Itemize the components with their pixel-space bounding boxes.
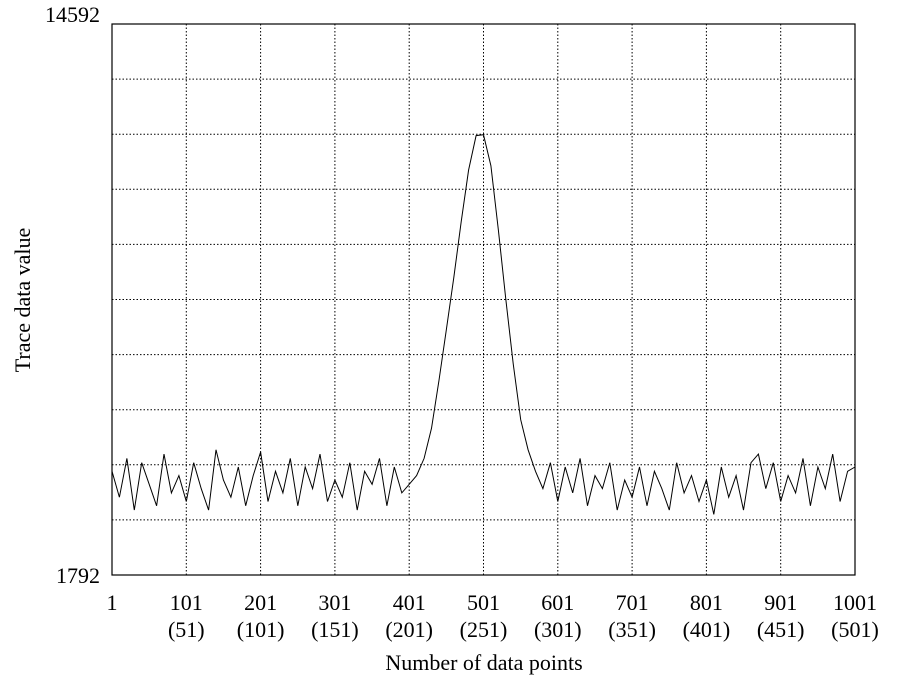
x-tick-label: 601	[541, 590, 574, 615]
x-tick-label: 801	[690, 590, 723, 615]
x-tick-labels: 1 101(51) 201(101) 301(151) 401(201) 501(251)…	[107, 590, 879, 642]
x-tick-sublabel: (201)	[385, 617, 433, 642]
x-tick-sublabel: (351)	[608, 617, 656, 642]
x-tick-label: 501	[467, 590, 500, 615]
x-tick-sublabel: (251)	[460, 617, 508, 642]
x-tick-sublabel: (151)	[311, 617, 359, 642]
x-tick-label: 1	[107, 590, 118, 615]
trace-series-line	[111, 134, 856, 515]
x-tick-sublabel: (101)	[237, 617, 285, 642]
x-tick-label: 901	[764, 590, 797, 615]
x-tick-sublabel: (51)	[168, 617, 205, 642]
grid-lines	[112, 24, 855, 575]
y-axis-title: Trace data value	[10, 228, 35, 373]
y-tick-label: 14592	[45, 2, 100, 27]
x-tick-label: 101	[170, 590, 203, 615]
x-tick-sublabel: (301)	[534, 617, 582, 642]
y-tick-label: 1792	[56, 563, 100, 588]
x-tick-label: 701	[616, 590, 649, 615]
x-tick-sublabel: (401)	[683, 617, 731, 642]
plot-frame	[111, 23, 856, 576]
x-tick-label: 301	[318, 590, 351, 615]
x-axis-title: Number of data points	[385, 650, 582, 675]
x-tick-label: 1001	[833, 590, 877, 615]
x-tick-label: 401	[393, 590, 426, 615]
x-tick-sublabel: (501)	[831, 617, 879, 642]
y-tick-labels: 14592 1792	[45, 2, 100, 588]
x-tick-label: 201	[244, 590, 277, 615]
x-tick-sublabel: (451)	[757, 617, 805, 642]
